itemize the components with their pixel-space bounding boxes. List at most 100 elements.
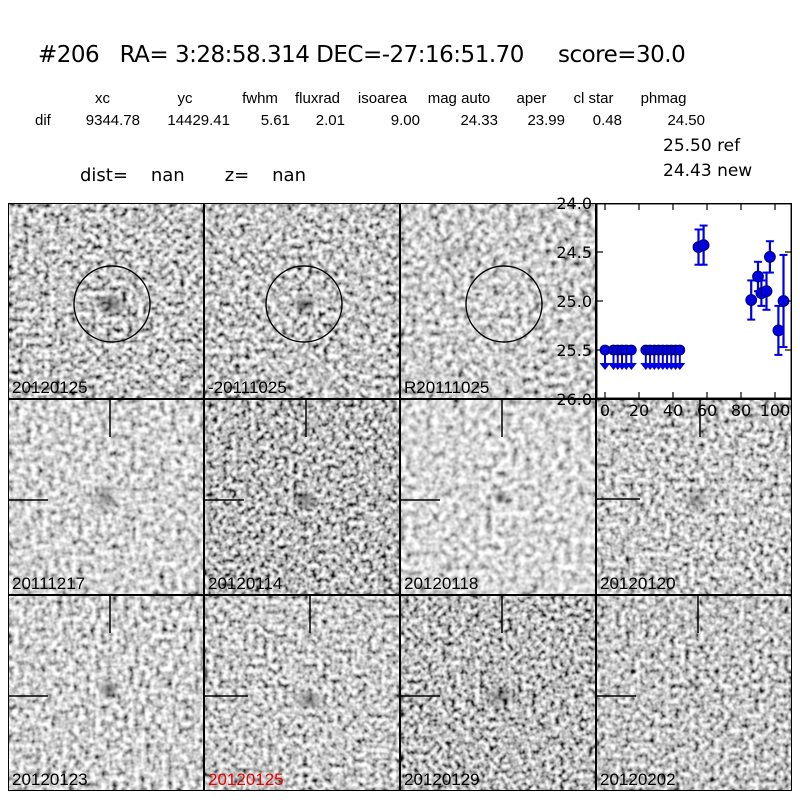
plot-border [595, 202, 793, 400]
photometry-value-row: dif 9344.78 14429.41 5.61 2.01 9.00 24.3… [35, 112, 705, 129]
stamp-panel: 20120118 [400, 399, 596, 595]
col-header-cl-star: cl star [573, 90, 614, 107]
col-header-fwhm: fwhm [242, 90, 278, 107]
value-fluxrad: 2.01 [315, 112, 345, 129]
y-tick-label: 25.5 [556, 341, 592, 360]
stamp-image [9, 400, 203, 594]
stamp-date-label-highlighted: 20120125 [208, 770, 284, 789]
data-point [760, 285, 773, 298]
crosshair-ticks-icon [9, 596, 111, 697]
crosshair-ticks-icon [597, 400, 701, 500]
x-tick-label: 100 [759, 401, 791, 420]
aperture-circle-icon [465, 265, 543, 343]
col-header-mag-auto: mag auto [427, 90, 491, 107]
row-label-dif: dif [35, 112, 51, 129]
stamp-date-label: 20120202 [600, 770, 676, 789]
source-blob [95, 291, 129, 317]
data-point [772, 324, 785, 337]
stamp-date-label: 20120129 [404, 770, 480, 789]
col-header-xc: xc [95, 90, 110, 107]
stamp-date-label: 20120123 [12, 770, 88, 789]
stamp-date-label: R20111025 [404, 378, 490, 397]
y-tick-label: 26.0 [556, 390, 592, 409]
y-tick-label: 24.5 [556, 243, 592, 262]
lightcurve-plot [595, 202, 793, 400]
phmag-new-value: 24.43 new [663, 161, 753, 181]
data-point [777, 295, 790, 307]
aperture-circle-icon [73, 265, 151, 343]
value-yc: 14429.41 [167, 112, 230, 129]
y-tick-label: 25.0 [556, 292, 592, 311]
stamp-panel: 20120120 [596, 399, 792, 595]
source-blob [289, 292, 319, 316]
stamp-panel: 20111217 [8, 399, 204, 595]
x-tick-label: 0 [599, 401, 611, 420]
stamp-image [401, 204, 595, 398]
x-tick-label: 20 [628, 401, 650, 420]
value-fwhm: 5.61 [260, 112, 290, 129]
data-point [752, 270, 764, 283]
x-tick-label: 60 [696, 401, 718, 420]
stamp-date-label: 20120125 [12, 378, 88, 397]
stamp-panel: 20120129 [400, 595, 596, 791]
faint-streak [432, 244, 480, 260]
crosshair-ticks-icon [9, 400, 111, 501]
stamp-image [205, 400, 399, 594]
lightcurve-panel [595, 202, 793, 400]
value-xc: 9344.78 [85, 112, 140, 129]
row-label-spacer [35, 90, 65, 107]
value-mag-auto: 24.33 [460, 112, 498, 129]
upper-limit-point [674, 344, 686, 356]
source-blob [483, 682, 519, 710]
stamp-date-label: 20120118 [404, 574, 479, 593]
y-tick-label: 24.0 [556, 194, 592, 213]
crosshair-ticks-icon [401, 400, 503, 501]
photometry-header-row: xc yc fwhm fluxrad isoarea mag auto aper… [35, 90, 705, 107]
crosshair-ticks-icon [205, 596, 311, 697]
stamp-image [205, 204, 399, 398]
stamp-image [9, 204, 203, 398]
col-header-aper: aper [516, 90, 547, 107]
stamp-panel: 20120114 [204, 399, 400, 595]
col-header-isoarea: isoarea [357, 90, 408, 107]
data-point [697, 239, 710, 252]
x-tick-label: 80 [730, 401, 752, 420]
page-title: #206 RA= 3:28:58.314 DEC=-27:16:51.70 sc… [38, 42, 686, 68]
stamp-panel-new: 20120125 [8, 203, 204, 399]
upper-limit-point [625, 344, 637, 356]
stamp-image [401, 400, 595, 594]
stamp-image [597, 596, 791, 790]
dist-z-info-line: dist= nan z= nan [80, 165, 306, 186]
value-phmag: 24.50 [667, 112, 705, 129]
stamp-image [597, 400, 791, 594]
stamp-image [9, 596, 203, 790]
stamp-image [205, 596, 399, 790]
source-blob [685, 676, 705, 692]
data-point [764, 251, 776, 263]
stamp-panel-highlighted: 20120125 [204, 595, 400, 791]
crosshair-ticks-icon [597, 596, 699, 697]
stamp-panel-ref: R20111025 [400, 203, 596, 399]
col-header-phmag: phmag [640, 90, 687, 107]
image-grid: 20120125 -20111025 R20111025 20111217 [8, 194, 793, 791]
col-header-yc: yc [177, 90, 193, 107]
upper-limit-arrow-icon [625, 363, 637, 370]
stamp-image [401, 596, 595, 790]
stamp-panel: 20120123 [8, 595, 204, 791]
source-blob [492, 490, 508, 504]
stamp-date-label: 20120114 [208, 574, 283, 593]
phmag-ref-value: 25.50 ref [663, 136, 741, 156]
aperture-circle-icon [265, 265, 343, 343]
value-isoarea: 9.00 [390, 112, 420, 129]
col-header-fluxrad: fluxrad [294, 90, 341, 107]
stamp-date-label: -20111025 [208, 378, 287, 397]
stamp-date-label: 20120120 [600, 574, 676, 593]
value-cl-star: 0.48 [592, 112, 622, 129]
source-blob [297, 689, 323, 711]
upper-limit-arrow-icon [674, 363, 686, 370]
crosshair-ticks-icon [401, 596, 503, 697]
stamp-date-label: 20111217 [12, 574, 86, 593]
upper-limit-arrow-icon [599, 363, 611, 370]
stamp-panel-ref-neg: -20111025 [204, 203, 400, 399]
crosshair-ticks-icon [205, 400, 307, 501]
